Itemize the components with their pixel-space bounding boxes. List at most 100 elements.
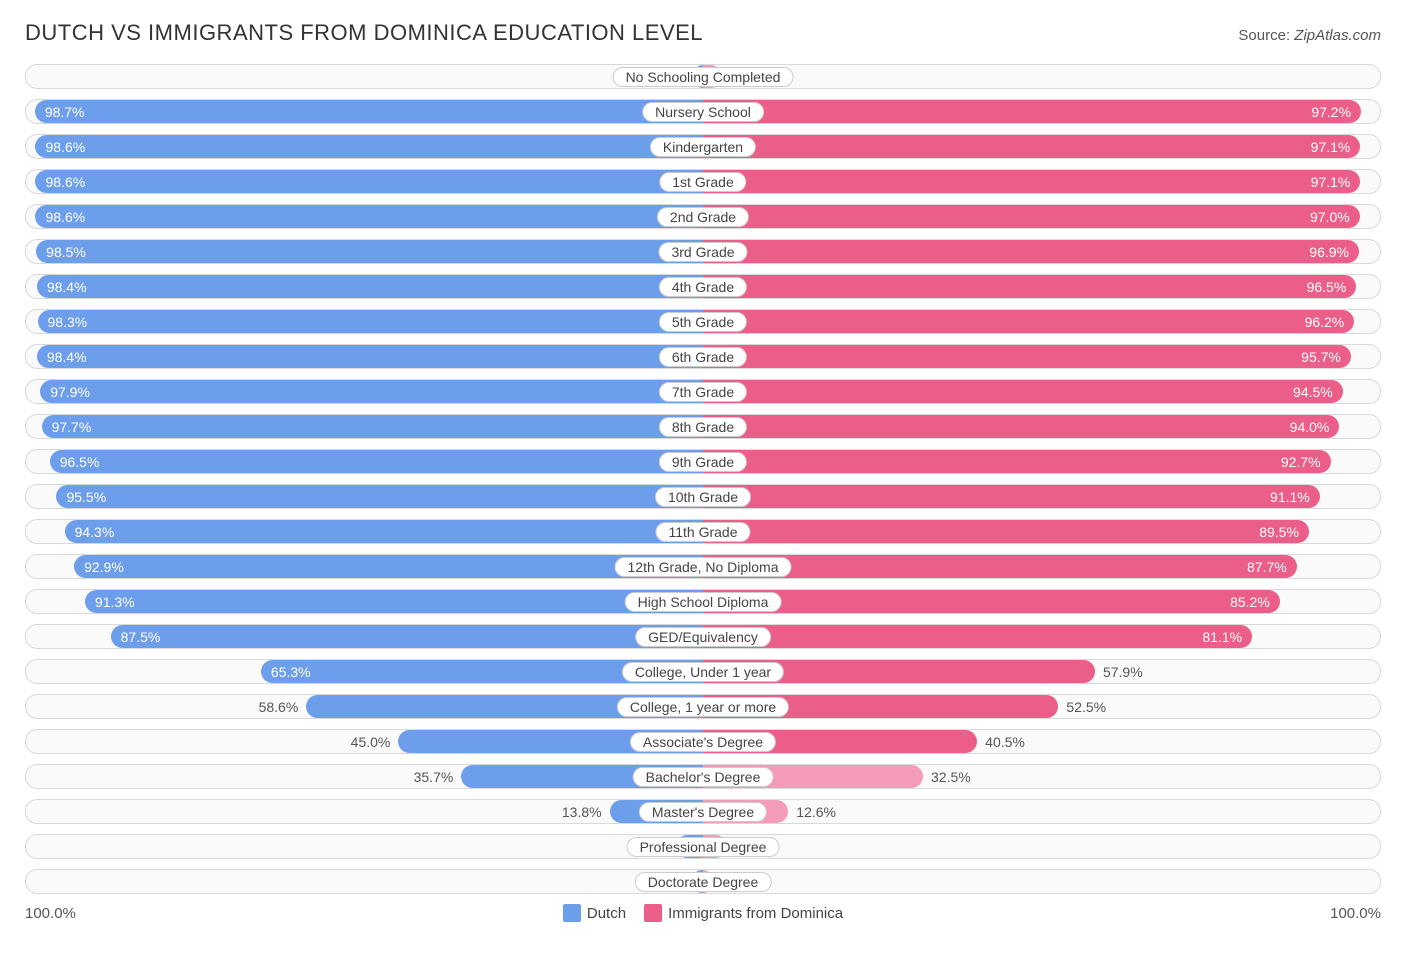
bar-left: 98.5%	[36, 240, 703, 263]
category-label: College, Under 1 year	[622, 662, 784, 682]
category-label: GED/Equivalency	[635, 627, 771, 647]
category-label: 5th Grade	[659, 312, 747, 332]
bar-left: 98.7%	[35, 100, 703, 123]
bar-right-value: 97.1%	[1301, 174, 1361, 190]
bar-left-value: 98.3%	[38, 314, 98, 330]
chart-row: 91.3%85.2%High School Diploma	[25, 589, 1381, 614]
bar-right-value: 87.7%	[1237, 559, 1297, 575]
chart-footer: 100.0% Dutch Immigrants from Dominica 10…	[25, 904, 1381, 922]
bar-left: 87.5%	[111, 625, 703, 648]
bar-right-value: 89.5%	[1249, 524, 1309, 540]
chart-row: 1.8%1.4%Doctorate Degree	[25, 869, 1381, 894]
chart-row: 13.8%12.6%Master's Degree	[25, 799, 1381, 824]
category-label: Kindergarten	[650, 137, 756, 157]
bar-right-value: 12.6%	[788, 800, 836, 823]
bar-right-value: 94.0%	[1280, 419, 1340, 435]
category-label: 11th Grade	[655, 522, 750, 542]
chart-row: 98.4% 96.5% 4th Grade	[25, 274, 1381, 299]
bar-right: 96.5%	[703, 275, 1356, 298]
chart-legend: Dutch Immigrants from Dominica	[563, 904, 843, 922]
bar-right-value: 96.2%	[1295, 314, 1355, 330]
chart-row: 94.3% 89.5% 11th Grade	[25, 519, 1381, 544]
bar-right: 96.2%	[703, 310, 1354, 333]
chart-row: 4.0%3.6%Professional Degree	[25, 834, 1381, 859]
bar-right-value: 97.1%	[1301, 139, 1361, 155]
bar-left-value: 98.4%	[37, 279, 97, 295]
legend-item-left: Dutch	[563, 904, 626, 922]
bar-left-value: 96.5%	[50, 454, 110, 470]
bar-right: 97.2%	[703, 100, 1361, 123]
chart-row: 98.6%97.0%2nd Grade	[25, 204, 1381, 229]
chart-row: 65.3%57.9%College, Under 1 year	[25, 659, 1381, 684]
category-label: 7th Grade	[659, 382, 747, 402]
bar-left: 98.6%	[35, 170, 703, 193]
bar-right-value: 40.5%	[977, 730, 1025, 753]
bar-right-value: 32.5%	[923, 765, 971, 788]
bar-right-value: 81.1%	[1192, 629, 1252, 645]
category-label: Associate's Degree	[630, 732, 776, 752]
bar-right-value: 94.5%	[1283, 384, 1343, 400]
chart-row: 58.6% 52.5% College, 1 year or more	[25, 694, 1381, 719]
category-label: Professional Degree	[627, 837, 780, 857]
bar-right: 81.1%	[703, 625, 1252, 648]
source-brand: ZipAtlas.com	[1294, 27, 1381, 44]
bar-right-value: 92.7%	[1271, 454, 1331, 470]
chart-row: 97.7%94.0%8th Grade	[25, 414, 1381, 439]
category-label: College, 1 year or more	[617, 697, 789, 717]
bar-right: 95.7%	[703, 345, 1351, 368]
bar-left-value: 98.6%	[35, 174, 95, 190]
bar-left: 96.5%	[50, 450, 703, 473]
chart-source: Source: ZipAtlas.com	[1238, 27, 1381, 44]
bar-left: 98.6%	[35, 135, 703, 158]
legend-swatch-right	[644, 904, 662, 922]
chart-header: DUTCH VS IMMIGRANTS FROM DOMINICA EDUCAT…	[25, 20, 1381, 46]
legend-item-right: Immigrants from Dominica	[644, 904, 843, 922]
category-label: 4th Grade	[659, 277, 747, 297]
chart-row: 97.9% 94.5% 7th Grade	[25, 379, 1381, 404]
bar-left: 94.3%	[65, 520, 703, 543]
bar-right-value: 95.7%	[1291, 349, 1351, 365]
bar-left-value: 58.6%	[259, 695, 307, 718]
chart-row: 98.5%96.9%3rd Grade	[25, 239, 1381, 264]
legend-label-right: Immigrants from Dominica	[668, 905, 843, 922]
category-label: 9th Grade	[659, 452, 747, 472]
bar-left-value: 98.4%	[37, 349, 97, 365]
bar-left-value: 97.9%	[40, 384, 100, 400]
bar-left-value: 45.0%	[351, 730, 399, 753]
bar-right: 92.7%	[703, 450, 1331, 473]
chart-row: 96.5% 92.7% 9th Grade	[25, 449, 1381, 474]
bar-left: 91.3%	[85, 590, 703, 613]
chart-row: 98.4% 95.7% 6th Grade	[25, 344, 1381, 369]
bar-right-value: 96.5%	[1297, 279, 1357, 295]
bar-left-value: 92.9%	[74, 559, 134, 575]
chart-row: 1.4%2.8%No Schooling Completed	[25, 64, 1381, 89]
bar-left-value: 95.5%	[56, 489, 116, 505]
chart-row: 98.6%97.1%1st Grade	[25, 169, 1381, 194]
chart-row: 98.6% 97.1% Kindergarten	[25, 134, 1381, 159]
bar-left: 92.9%	[74, 555, 703, 578]
source-label: Source:	[1238, 27, 1294, 44]
category-label: 6th Grade	[659, 347, 747, 367]
bar-right: 91.1%	[703, 485, 1320, 508]
category-label: Nursery School	[642, 102, 764, 122]
bar-left: 98.4%	[37, 345, 703, 368]
bar-left-value: 97.7%	[42, 419, 102, 435]
bar-right: 94.5%	[703, 380, 1343, 403]
bar-right: 97.1%	[703, 135, 1360, 158]
category-label: 2nd Grade	[657, 207, 749, 227]
bar-left-value: 35.7%	[414, 765, 462, 788]
category-label: 10th Grade	[655, 487, 751, 507]
chart-row: 45.0% 40.5% Associate's Degree	[25, 729, 1381, 754]
bar-right: 89.5%	[703, 520, 1309, 543]
bar-right-value: 57.9%	[1095, 660, 1143, 683]
bar-left: 98.4%	[37, 275, 703, 298]
category-label: Bachelor's Degree	[633, 767, 774, 787]
diverging-bar-chart: 1.4%2.8%No Schooling Completed 98.7%97.2%…	[25, 64, 1381, 894]
bar-left-value: 13.8%	[562, 800, 610, 823]
bar-right-value: 97.0%	[1300, 209, 1360, 225]
chart-row: 95.5% 91.1%10th Grade	[25, 484, 1381, 509]
bar-right-value: 52.5%	[1058, 695, 1106, 718]
bar-right-value: 85.2%	[1220, 594, 1280, 610]
bar-right: 97.1%	[703, 170, 1360, 193]
bar-right: 85.2%	[703, 590, 1280, 613]
